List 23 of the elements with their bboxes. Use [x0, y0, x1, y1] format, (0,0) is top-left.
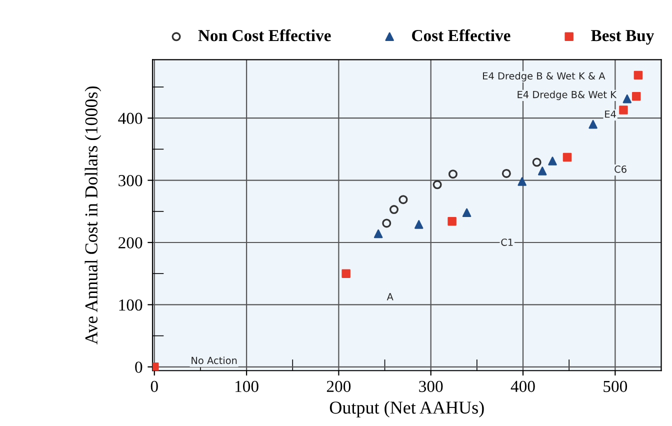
x-tick-label: 0: [150, 380, 158, 392]
y-tick-label: 100: [119, 299, 142, 311]
x-tick-label: 500: [604, 380, 628, 392]
y-tick-label: 200: [118, 237, 142, 248]
x-axis-title: Output (Net AAHUs): [330, 401, 484, 418]
y-tick-label: 0: [135, 362, 142, 373]
x-tick-label: 400: [510, 380, 535, 392]
annotation: No Action: [192, 356, 237, 364]
annotation: E4 Dredge B & Wet K & A: [483, 72, 606, 82]
x-tick-label: 300: [419, 380, 443, 392]
y-tick-label: 300: [118, 175, 142, 186]
y-axis-title: Ave Annual Cost in Dollars (1000s): [84, 86, 102, 344]
annotation: E4: [605, 110, 616, 118]
x-tick-label: 200: [326, 380, 351, 392]
annotation: C1: [501, 238, 513, 246]
legend-label: Cost Effective: [412, 29, 510, 42]
annotation: C6: [614, 166, 626, 173]
legend-label: Best Buy: [591, 30, 654, 45]
legend-label: Non Cost Effective: [198, 29, 331, 42]
x-tick-label: 100: [236, 380, 258, 392]
annotation: A: [386, 293, 394, 300]
annotation: E4 Dredge B& Wet K: [518, 90, 617, 100]
y-tick-label: 400: [118, 112, 142, 124]
